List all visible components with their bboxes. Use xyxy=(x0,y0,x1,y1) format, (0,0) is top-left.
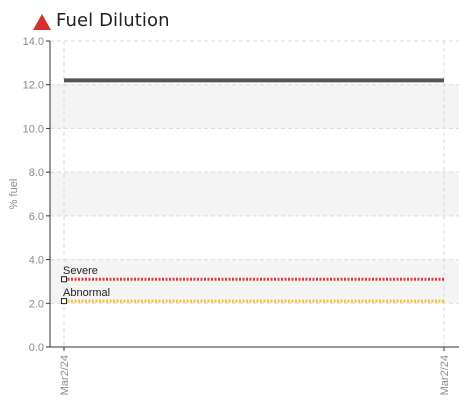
y-tick-label: 6.0 xyxy=(29,211,44,223)
x-tick-label: Mar2/24 xyxy=(439,355,451,395)
y-tick-label: 14.0 xyxy=(23,36,44,48)
y-tick-label: 12.0 xyxy=(23,80,44,92)
grid-band xyxy=(50,259,459,304)
x-tick-label: Mar2/24 xyxy=(59,355,71,395)
grid-band xyxy=(50,172,459,216)
y-tick-label: 4.0 xyxy=(29,255,44,267)
limit-lines: Severe Abnormal xyxy=(61,265,444,305)
chart-grid xyxy=(50,40,459,347)
y-tick-label: 2.0 xyxy=(29,298,44,310)
chart-axes xyxy=(49,41,459,348)
chart-title: Fuel Dilution xyxy=(56,9,170,31)
y-tick-label: 8.0 xyxy=(29,167,44,179)
y-tick-label: 0.0 xyxy=(29,342,44,354)
y-axis-title: % fuel xyxy=(8,179,20,210)
x-axis-ticks: Mar2/24 Mar2/24 xyxy=(59,347,451,395)
y-axis-ticks: 0.0 2.0 4.0 6.0 8.0 10.0 12.0 14.0 xyxy=(23,36,50,354)
limit-marker-severe xyxy=(61,276,67,283)
limit-label-severe: Severe xyxy=(63,265,98,277)
y-tick-label: 10.0 xyxy=(23,123,44,135)
chart-bands xyxy=(50,84,459,304)
limit-marker-abnormal xyxy=(61,298,67,305)
limit-label-abnormal: Abnormal xyxy=(63,287,110,299)
chart-header: Fuel Dilution xyxy=(33,7,170,33)
grid-band xyxy=(50,84,459,129)
warning-triangle-icon xyxy=(33,13,51,30)
